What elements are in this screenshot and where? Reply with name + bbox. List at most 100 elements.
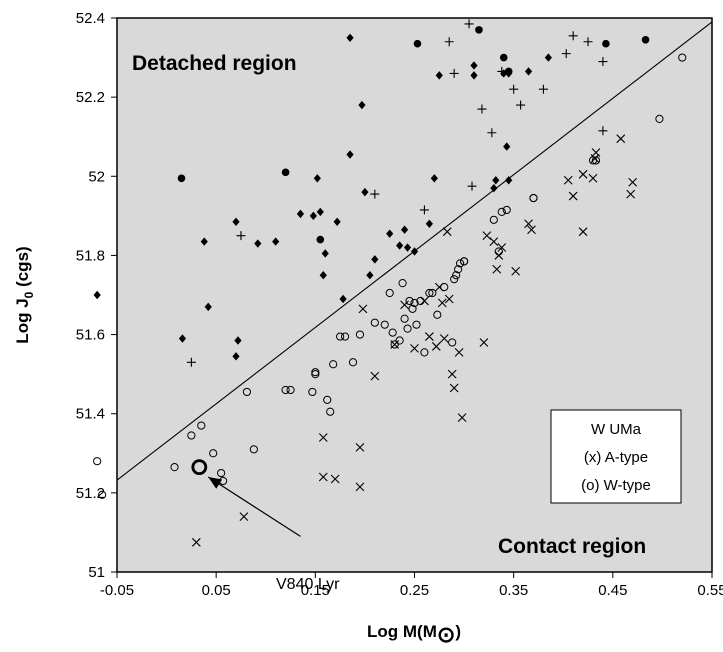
detached-diamond-point — [319, 271, 327, 280]
a-type-point — [588, 173, 598, 183]
detached-diamond-point — [339, 294, 347, 304]
a-type-point — [578, 227, 588, 237]
w-type-point — [459, 257, 469, 266]
y-tick-label: 51.8 — [76, 247, 105, 264]
a-type-point — [457, 413, 467, 423]
w-type-point — [502, 205, 511, 215]
detached-plus-point — [598, 57, 608, 67]
a-type-point — [400, 300, 409, 310]
a-type-point — [444, 294, 454, 304]
y-axis-label-text: Log J — [13, 298, 32, 343]
data-marks — [93, 19, 713, 547]
a-type-point — [330, 474, 340, 484]
w-type-point — [395, 336, 404, 345]
w-type-point — [209, 449, 218, 458]
detached-diamond-point — [505, 176, 513, 185]
w-type-point — [390, 340, 399, 349]
a-type-point — [424, 332, 434, 341]
y-tick-label: 51.6 — [76, 327, 105, 344]
legend-a-type: (x) A-type — [584, 449, 648, 466]
detached-diamond-point — [272, 237, 280, 246]
a-type-point — [479, 338, 489, 347]
a-type-point — [437, 298, 447, 308]
x-tick-label: 0.45 — [598, 582, 627, 599]
w-type-point — [249, 445, 258, 454]
w-type-point — [187, 431, 196, 440]
w-type-point — [311, 368, 320, 377]
w-type-point — [311, 370, 320, 379]
detached-dot-point — [413, 39, 422, 48]
detached-diamond-point — [234, 336, 242, 345]
detached-diamond-point — [490, 183, 498, 193]
w-type-point — [323, 395, 332, 404]
w-type-point — [448, 338, 457, 347]
a-type-point — [318, 472, 328, 482]
detached-dot-point — [281, 168, 290, 177]
w-type-point — [591, 156, 601, 165]
a-type-point — [511, 266, 521, 276]
a-type-point — [616, 134, 626, 144]
a-type-point — [410, 344, 419, 353]
detached-plus-point — [583, 37, 593, 47]
w-type-point — [497, 207, 506, 216]
detached-diamond-point — [366, 271, 374, 280]
x-tick-label: 0.55 — [697, 582, 723, 599]
detached-diamond-point — [358, 100, 366, 110]
legend: W UMa (x) A-type (o) W-type — [550, 409, 682, 504]
a-type-point — [439, 334, 449, 343]
a-type-point — [442, 227, 452, 237]
detached-diamond-point — [425, 219, 433, 228]
a-type-point — [318, 433, 328, 442]
w-type-point — [98, 490, 107, 499]
detached-diamond-point — [313, 174, 321, 183]
detached-dot-point — [316, 235, 325, 244]
w-type-point — [529, 193, 538, 203]
x-axis-label-text: Log M(M — [367, 622, 437, 641]
a-type-point — [628, 177, 638, 187]
w-type-point — [410, 298, 419, 308]
w-type-point — [433, 310, 442, 319]
w-type-point — [308, 387, 317, 397]
w-type-point — [355, 330, 365, 339]
y-tick-label: 51 — [88, 564, 105, 581]
w-type-point — [588, 156, 598, 165]
w-type-point — [452, 271, 461, 280]
w-type-point — [428, 288, 437, 298]
a-type-point — [626, 189, 636, 199]
w-type-point — [425, 288, 434, 298]
w-type-point — [286, 385, 295, 395]
a-type-point — [370, 371, 380, 381]
sun-symbol: ⊙ — [437, 622, 455, 647]
legend-w-type: (o) W-type — [581, 477, 651, 494]
arrow-head — [208, 477, 223, 489]
detached-dot-point — [641, 35, 650, 44]
a-type-point — [482, 231, 492, 241]
contact-region-label: Contact region — [498, 535, 646, 558]
w-type-point — [655, 114, 664, 124]
w-type-point — [489, 215, 498, 224]
detached-region-label: Detached region — [132, 52, 297, 75]
detached-dot-point — [602, 39, 610, 48]
v840-lyr-point — [191, 459, 208, 476]
x-tick-label: 0.15 — [301, 582, 330, 599]
w-type-point — [281, 385, 290, 395]
x-tick-label: 0.25 — [400, 582, 429, 599]
x-tick-label: 0.35 — [499, 582, 528, 599]
w-type-point — [242, 387, 252, 397]
detached-diamond-point — [410, 247, 419, 256]
a-type-point — [431, 342, 441, 351]
detached-diamond-point — [204, 302, 212, 312]
w-type-point — [678, 53, 687, 62]
w-type-point — [326, 407, 335, 416]
a-type-point — [355, 442, 365, 452]
w-type-point — [450, 275, 459, 284]
detached-plus-point — [509, 84, 519, 94]
a-type-point — [489, 237, 499, 246]
v840-lyr-label: V840 Lyr — [276, 576, 340, 593]
a-type-point — [563, 175, 573, 185]
a-type-point — [492, 264, 502, 274]
w-type-point — [388, 328, 397, 337]
detached-plus-point — [236, 231, 246, 241]
a-type-point — [191, 537, 201, 547]
